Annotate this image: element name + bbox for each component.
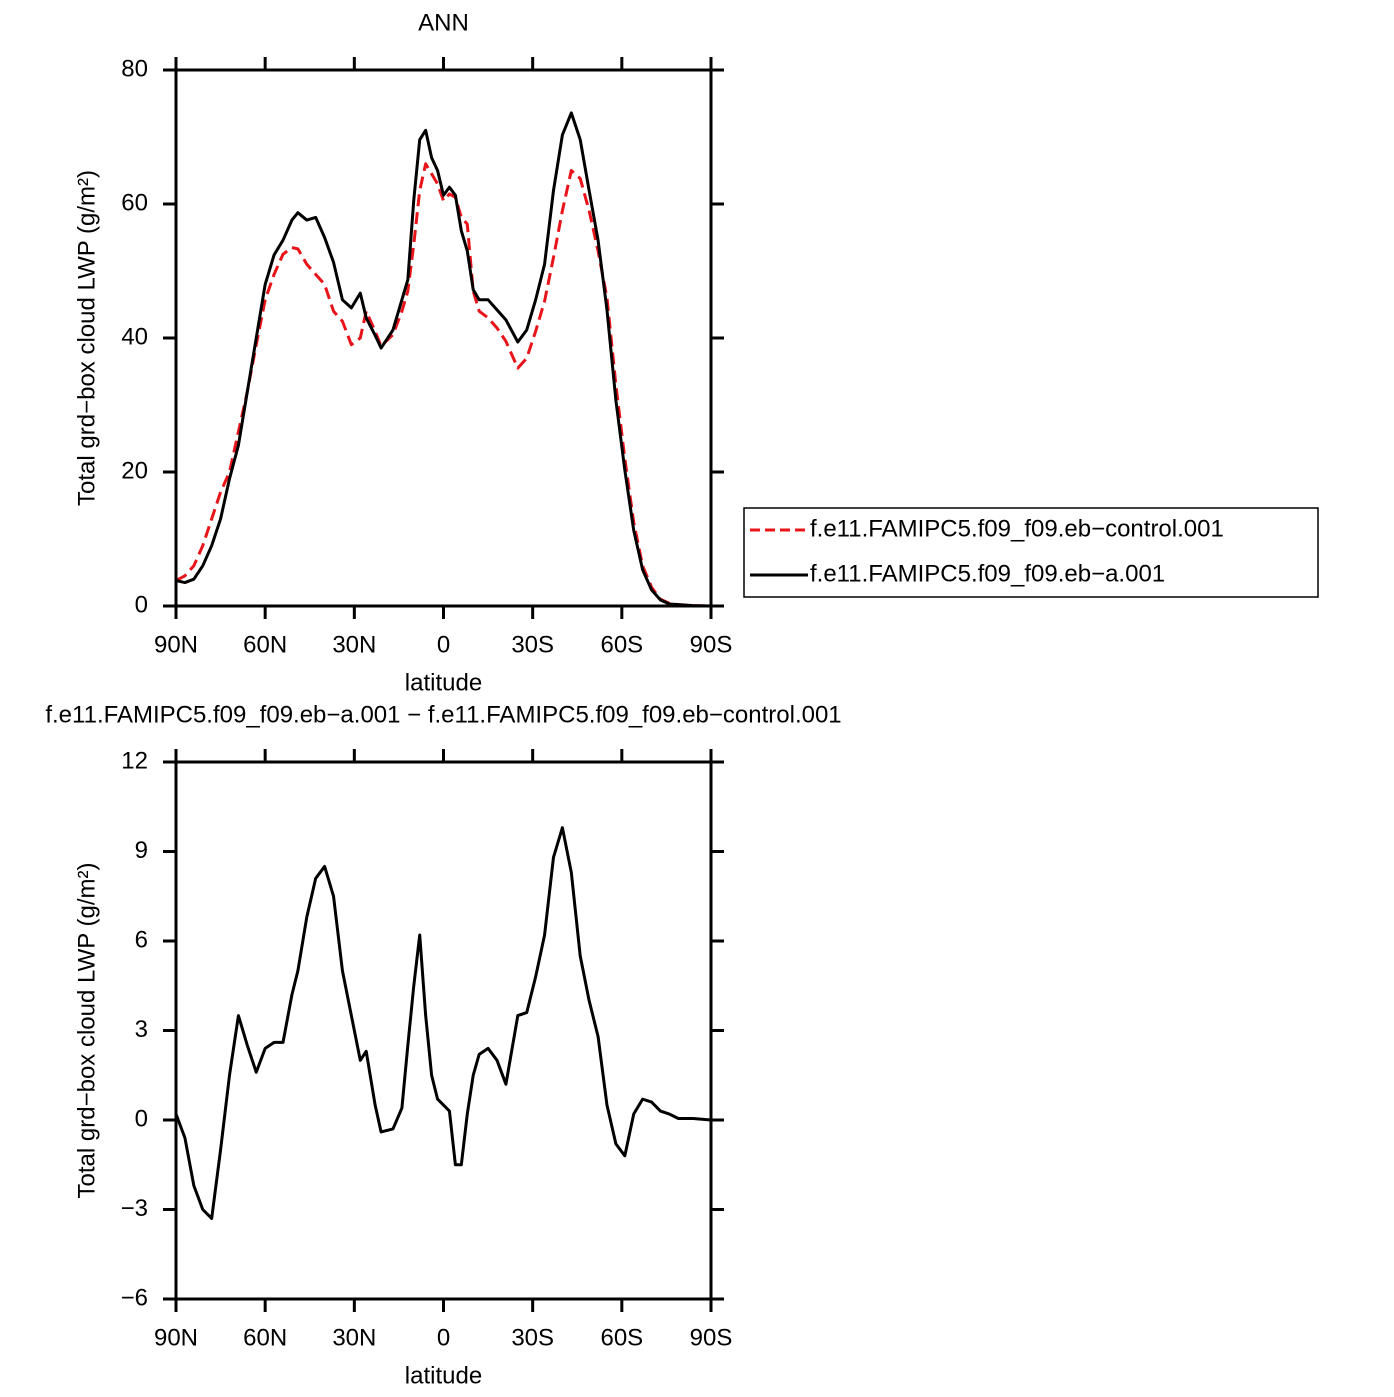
data-line bbox=[175, 162, 712, 608]
chart-title: ANN bbox=[418, 9, 469, 36]
y-tick-label: 40 bbox=[121, 323, 148, 350]
y-tick-label: 80 bbox=[121, 55, 148, 82]
y-tick-label: 3 bbox=[135, 1016, 148, 1043]
x-tick-label: 60S bbox=[600, 1324, 643, 1351]
x-tick-label: 60S bbox=[600, 631, 643, 658]
y-tick-label: 20 bbox=[121, 457, 148, 484]
y-tick-label: 60 bbox=[121, 189, 148, 216]
data-line bbox=[175, 111, 712, 608]
y-tick-label: 0 bbox=[135, 591, 148, 618]
data-line bbox=[174, 826, 712, 1220]
y-tick-label: 6 bbox=[135, 926, 148, 953]
x-tick-label: 30S bbox=[511, 631, 554, 658]
chart-title: f.e11.FAMIPC5.f09_f09.eb−a.001 − f.e11.F… bbox=[45, 701, 841, 728]
legend-label: f.e11.FAMIPC5.f09_f09.eb−a.001 bbox=[810, 560, 1165, 587]
x-tick-label: 90N bbox=[154, 631, 198, 658]
x-axis-label: latitude bbox=[405, 1362, 482, 1389]
legend-label: f.e11.FAMIPC5.f09_f09.eb−control.001 bbox=[810, 515, 1224, 542]
x-tick-label: 90S bbox=[690, 1324, 733, 1351]
x-tick-label: 30N bbox=[332, 631, 376, 658]
x-tick-label: 60N bbox=[243, 1324, 287, 1351]
x-tick-label: 60N bbox=[243, 631, 287, 658]
x-tick-label: 90S bbox=[690, 631, 733, 658]
x-tick-label: 30S bbox=[511, 1324, 554, 1351]
plot-frame bbox=[174, 760, 713, 1301]
x-tick-label: 0 bbox=[437, 631, 450, 658]
y-tick-label: −3 bbox=[121, 1195, 148, 1222]
y-tick-label: 12 bbox=[121, 747, 148, 774]
y-axis-label: Total grd−box cloud LWP (g/m²) bbox=[73, 863, 100, 1199]
x-tick-label: 30N bbox=[332, 1324, 376, 1351]
x-tick-label: 90N bbox=[154, 1324, 198, 1351]
y-tick-label: 9 bbox=[135, 837, 148, 864]
legend-box bbox=[743, 507, 1319, 598]
x-tick-label: 0 bbox=[437, 1324, 450, 1351]
y-axis-label: Total grd−box cloud LWP (g/m²) bbox=[73, 170, 100, 506]
y-tick-label: −6 bbox=[121, 1284, 148, 1311]
y-tick-label: 0 bbox=[135, 1105, 148, 1132]
x-axis-label: latitude bbox=[405, 669, 482, 696]
